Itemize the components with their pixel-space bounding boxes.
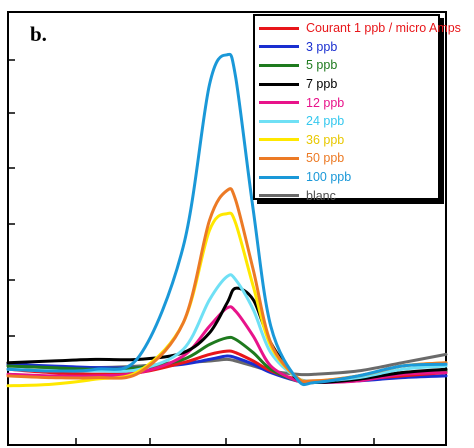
series-line-5 — [6, 273, 448, 383]
legend-label: Courant 1 ppb / micro Amps — [306, 21, 461, 36]
legend-item: 7 ppb — [259, 75, 438, 94]
legend-item: 24 ppb — [259, 112, 438, 131]
legend-label: 36 ppb — [306, 132, 345, 147]
legend-swatch — [259, 26, 299, 30]
chart-lines — [6, 52, 448, 388]
legend-item: 36 ppb — [259, 131, 438, 150]
legend-swatch — [259, 63, 299, 67]
series-line-7 — [6, 187, 448, 384]
legend-swatch — [259, 194, 299, 198]
legend-label: 12 ppb — [306, 95, 345, 110]
legend-label: 24 ppb — [306, 114, 345, 129]
legend-swatch — [259, 156, 299, 160]
legend-label: 7 ppb — [306, 77, 338, 92]
legend-label: blanc — [306, 188, 336, 203]
legend-item: Courant 1 ppb / micro Amps — [259, 19, 461, 38]
legend-swatch — [259, 119, 299, 123]
legend-label: 5 ppb — [306, 58, 338, 73]
legend-item: 100 ppb — [259, 168, 438, 187]
legend-item: 12 ppb — [259, 93, 438, 112]
legend-item: 5 ppb — [259, 56, 438, 75]
legend-item: 3 ppb — [259, 38, 438, 57]
legend-item: 50 ppb — [259, 149, 438, 168]
legend-label: 50 ppb — [306, 151, 345, 166]
legend-swatch — [259, 175, 299, 179]
legend-item: blanc — [259, 186, 438, 205]
panel-label: b. — [30, 22, 47, 46]
legend-swatch — [259, 82, 299, 86]
chart-axes — [7, 11, 447, 446]
series-line-8 — [6, 52, 448, 387]
legend-swatch — [259, 101, 299, 105]
legend-label: 100 ppb — [306, 170, 352, 185]
plot-frame — [7, 11, 447, 446]
legend-swatch — [259, 138, 299, 142]
legend-swatch — [259, 45, 299, 49]
legend-label: 3 ppb — [306, 39, 338, 54]
legend: Courant 1 ppb / micro Amps 3 ppb 5 ppb 7 pp… — [253, 14, 461, 203]
